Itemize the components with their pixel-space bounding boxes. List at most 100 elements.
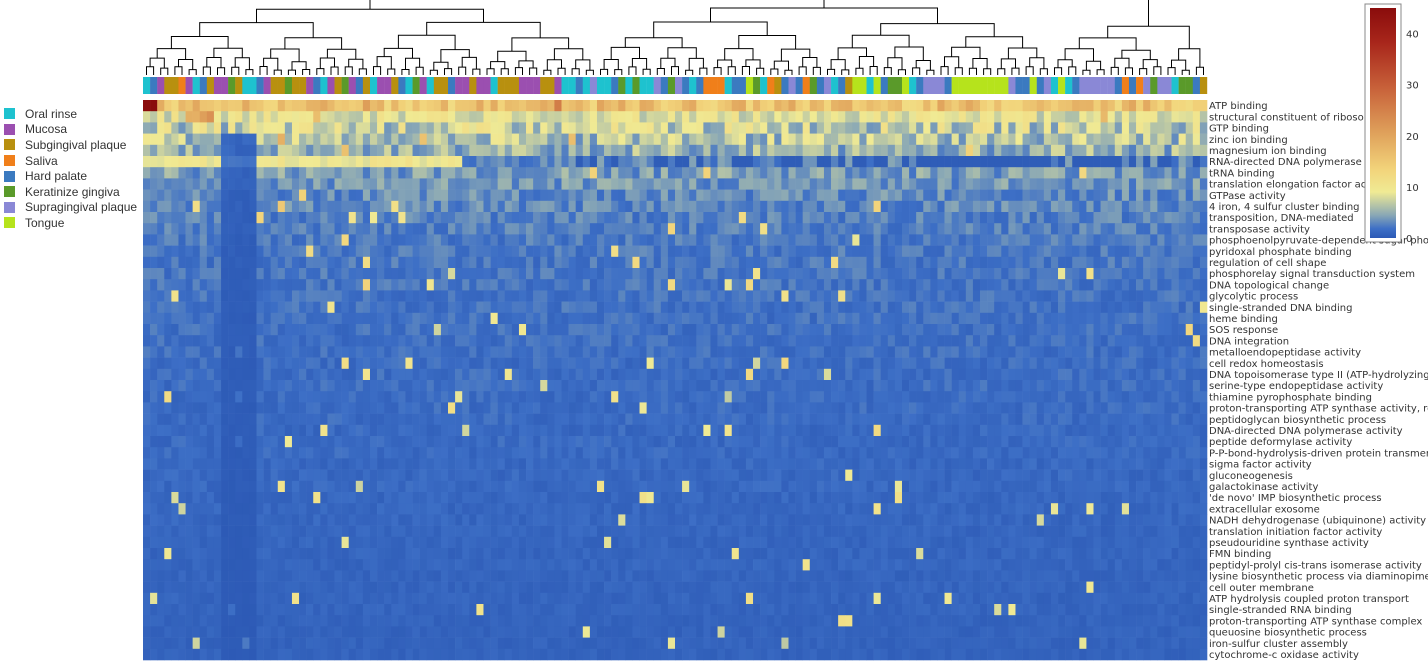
sample-group-cell bbox=[1036, 77, 1045, 94]
sample-group-cell bbox=[206, 77, 215, 94]
heatmap-cell bbox=[405, 268, 413, 280]
heatmap-cell bbox=[795, 200, 803, 213]
sample-group-cell bbox=[291, 77, 300, 94]
heatmap-cell bbox=[1136, 279, 1144, 291]
heatmap-cell bbox=[760, 357, 768, 370]
heatmap-cell bbox=[1043, 346, 1052, 358]
heatmap-cell bbox=[1022, 234, 1030, 246]
heatmap-cell bbox=[1114, 312, 1123, 325]
heatmap-cell bbox=[1128, 357, 1137, 370]
heatmap-cell bbox=[1079, 380, 1087, 392]
heatmap-cell bbox=[1199, 167, 1208, 179]
heatmap-cell bbox=[738, 368, 747, 381]
heatmap-cell bbox=[646, 189, 655, 202]
sample-group-cell bbox=[391, 77, 399, 94]
heatmap-cell bbox=[440, 324, 449, 336]
heatmap-cell bbox=[185, 436, 193, 448]
legend-item[interactable]: Mucosa bbox=[4, 122, 137, 138]
heatmap-cell bbox=[171, 167, 179, 179]
heatmap-cell bbox=[405, 424, 413, 437]
sample-group-cell bbox=[1100, 77, 1108, 94]
heatmap-cell bbox=[1093, 436, 1101, 448]
heatmap-cell bbox=[731, 402, 740, 414]
heatmap-cell bbox=[433, 290, 442, 302]
heatmap-cell bbox=[419, 335, 428, 347]
legend-item[interactable]: Saliva bbox=[4, 153, 137, 169]
heatmap-cell bbox=[923, 234, 931, 246]
legend-item[interactable]: Oral rinse bbox=[4, 106, 137, 122]
heatmap-cell bbox=[369, 279, 378, 291]
heatmap-cell bbox=[291, 268, 300, 280]
heatmap-cell bbox=[653, 144, 662, 157]
heatmap-cell bbox=[809, 200, 818, 213]
heatmap-cell bbox=[1136, 167, 1144, 179]
heatmap-cell bbox=[575, 100, 584, 112]
heatmap-cell bbox=[667, 256, 676, 269]
heatmap-cell bbox=[866, 223, 874, 235]
heatmap-cell bbox=[547, 256, 555, 269]
heatmap-cell bbox=[1192, 391, 1201, 403]
heatmap-cell bbox=[838, 335, 846, 347]
heatmap-cell bbox=[589, 301, 598, 314]
legend-item[interactable]: Subgingival plaque bbox=[4, 137, 137, 153]
heatmap-cell bbox=[412, 380, 420, 392]
heatmap-cell bbox=[1022, 178, 1030, 190]
heatmap-cell bbox=[731, 335, 740, 347]
dendrogram-branch bbox=[798, 66, 807, 75]
heatmap-cell bbox=[242, 413, 250, 426]
heatmap-cell bbox=[362, 100, 371, 112]
heatmap-cell bbox=[972, 111, 981, 123]
heatmap-cell bbox=[164, 212, 172, 224]
heatmap-cell bbox=[483, 436, 491, 448]
heatmap-cell bbox=[823, 312, 832, 325]
heatmap-cell bbox=[398, 391, 406, 403]
heatmap-cell bbox=[604, 100, 612, 112]
heatmap-cell bbox=[377, 301, 385, 314]
heatmap-cell bbox=[852, 245, 860, 258]
heatmap-cell bbox=[589, 357, 598, 370]
heatmap-cell bbox=[440, 424, 449, 437]
heatmap-cell bbox=[384, 436, 392, 448]
heatmap-cell bbox=[717, 391, 725, 403]
heatmap-cell bbox=[689, 402, 697, 414]
heatmap-cell bbox=[433, 133, 442, 146]
heatmap-cell bbox=[270, 167, 279, 179]
heatmap-cell bbox=[504, 156, 513, 168]
heatmap-cell bbox=[738, 436, 747, 448]
heatmap-cell bbox=[632, 279, 640, 291]
heatmap-cell bbox=[398, 122, 406, 134]
heatmap-cell bbox=[256, 100, 264, 112]
heatmap-cell bbox=[760, 368, 768, 381]
heatmap-cell bbox=[909, 178, 917, 190]
heatmap-cell bbox=[1164, 301, 1172, 314]
dendrogram-branch bbox=[284, 37, 343, 50]
legend-item[interactable]: Tongue bbox=[4, 215, 137, 231]
heatmap-cell bbox=[1178, 122, 1187, 134]
heatmap-cell bbox=[1199, 290, 1208, 302]
heatmap-cell bbox=[831, 111, 839, 123]
heatmap-cell bbox=[1100, 391, 1108, 403]
heatmap-cell bbox=[526, 122, 534, 134]
heatmap-cell bbox=[845, 413, 853, 426]
heatmap-cell bbox=[760, 413, 768, 426]
heatmap-cell bbox=[589, 279, 598, 291]
legend-item[interactable]: Keratinize gingiva bbox=[4, 184, 137, 200]
heatmap-cell bbox=[788, 346, 796, 358]
heatmap-cell bbox=[873, 368, 881, 381]
heatmap-cell bbox=[568, 156, 576, 168]
heatmap-cell bbox=[270, 122, 279, 134]
heatmap-cell bbox=[781, 111, 789, 123]
heatmap-cell bbox=[362, 212, 371, 224]
heatmap-cell bbox=[987, 223, 995, 235]
heatmap-cell bbox=[313, 268, 321, 280]
heatmap-cell bbox=[199, 111, 208, 123]
heatmap-cell bbox=[1100, 290, 1108, 302]
heatmap-cell bbox=[277, 167, 286, 179]
legend-item[interactable]: Hard palate bbox=[4, 168, 137, 184]
heatmap-cell bbox=[270, 301, 279, 314]
legend-item[interactable]: Supragingival plaque bbox=[4, 200, 137, 216]
dendrogram-branch bbox=[667, 47, 697, 59]
heatmap-cell bbox=[221, 424, 229, 437]
heatmap-cell bbox=[838, 312, 846, 325]
heatmap-cell bbox=[199, 122, 208, 134]
